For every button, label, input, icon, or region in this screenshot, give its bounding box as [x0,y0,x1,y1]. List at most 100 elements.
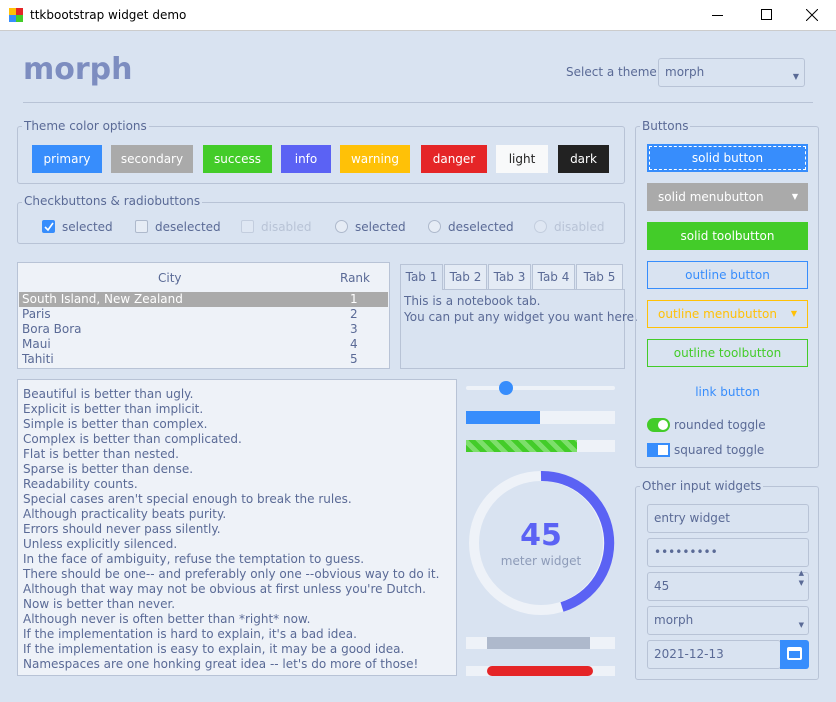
frame-label: Checkbuttons & radiobuttons [22,194,203,208]
color-button[interactable]: dark [558,145,609,173]
text-line: Errors should never pass silently. [23,522,221,536]
table-cell[interactable]: Bora Bora [22,322,82,336]
table-cell[interactable]: 3 [350,322,358,336]
table-cell[interactable]: 4 [350,337,358,351]
solid-toolbutton[interactable]: solid toolbutton [647,222,808,250]
radio [534,220,547,233]
theme-label: Select a theme: [566,65,661,79]
window-title: ttkbootstrap widget demo [30,8,187,22]
table-cell[interactable]: Maui [22,337,51,351]
separator [23,102,813,103]
notebook-text: You can put any widget you want here. [404,310,638,324]
app-icon [9,8,23,22]
frame-label: Buttons [640,119,691,133]
radio[interactable] [335,220,348,233]
entry[interactable]: entry widget [647,504,809,533]
outline-toolbutton[interactable]: outline toolbutton [647,339,808,367]
checkbox[interactable] [42,220,55,233]
tab[interactable]: Tab 5 [576,264,623,290]
selected-row[interactable] [19,292,388,307]
theme-frame [17,126,625,184]
text-line: Special cases aren't special enough to b… [23,492,352,506]
tab[interactable]: Tab 1 [400,264,443,290]
text-line: Simple is better than complex. [23,417,208,431]
check-label: selected [62,220,113,234]
check-label: selected [355,220,406,234]
frame-label: Other input widgets [640,479,764,493]
calendar-button[interactable] [780,640,809,669]
rounded-toggle[interactable] [647,418,670,432]
table-cell[interactable]: 5 [350,352,358,366]
table-cell[interactable]: South Island, New Zealand [22,292,183,306]
checkbox[interactable] [135,220,148,233]
meter [469,470,615,615]
check-label: disabled [554,220,605,234]
close[interactable] [806,9,818,21]
color-button[interactable]: info [281,145,331,173]
radio[interactable] [428,220,441,233]
color-button[interactable]: secondary [111,145,193,173]
meter-label: meter widget [500,554,582,568]
table: City Rank South Island, New Zealand 1 Paris 2… [17,262,390,369]
table-cell[interactable]: 2 [350,307,358,321]
frame-label: Theme color options [22,119,149,133]
title-bar: ttkbootstrap widget demo [0,0,836,31]
scrollbar[interactable] [466,637,615,649]
color-button[interactable]: danger [421,145,487,173]
text-line: In the face of ambiguity, refuse the tem… [23,552,365,566]
button-text: solid menubutton [658,190,764,204]
solid-menubutton[interactable]: solid menubutton ▼ [647,183,808,211]
table-header: Rank [340,271,370,285]
color-button[interactable]: warning [340,145,410,173]
text-line: Explicit is better than implicit. [23,402,204,416]
text-line: If the implementation is easy to explain… [23,642,405,656]
notebook-text: This is a notebook tab. [404,294,541,308]
spinbox[interactable]: 45 ▲ ▼ [647,569,809,601]
spinbox-value: 45 [654,579,670,593]
text-line: Namespaces are one honking great idea --… [23,657,419,671]
maximize[interactable] [761,9,772,20]
text-line: Beautiful is better than ugly. [23,387,194,401]
squared-toggle[interactable] [647,443,670,457]
table-cell[interactable]: Paris [22,307,51,321]
heading: morph [23,52,133,87]
buttons-frame [635,126,819,468]
text-line: Unless explicitly silenced. [23,537,178,551]
color-button[interactable]: success [203,145,272,173]
text-box[interactable]: Beautiful is better than ugly. Explicit i… [17,379,457,676]
table-cell[interactable]: 1 [350,292,358,306]
slider-track [466,386,615,390]
outline-menubutton[interactable]: outline menubutton ▼ [647,300,808,328]
table-header: City [158,271,182,285]
text-line: Although never is often better than *rig… [23,612,311,626]
date-entry[interactable]: 2021-12-13 [647,640,781,669]
checkbox [241,220,254,233]
theme-combobox[interactable]: morph ▼ [658,58,805,87]
color-button[interactable]: light [496,145,548,173]
password-entry[interactable]: ••••••••• [647,538,809,567]
tab[interactable]: Tab 2 [444,264,487,290]
tab[interactable]: Tab 3 [488,264,531,290]
outline-button[interactable]: outline button [647,261,808,289]
combobox[interactable]: morph ▼ [647,606,809,635]
text-line: Readability counts. [23,477,138,491]
link-button[interactable]: link button [695,385,760,399]
minimize[interactable] [712,15,723,16]
table-cell[interactable]: Tahiti [22,352,54,366]
check-label: deselected [155,220,221,234]
toggle-label: rounded toggle [674,418,766,432]
danger-scrollbar[interactable] [466,666,615,676]
check-frame [17,202,625,244]
text-line: There should be one-- and preferably onl… [23,567,440,581]
meter-value: 45 [520,518,562,553]
combobox-value: morph [654,613,694,627]
theme-value: morph [665,65,705,79]
slider-handle[interactable] [499,381,513,395]
tab[interactable]: Tab 4 [532,264,575,290]
text-line: Complex is better than complicated. [23,432,242,446]
toggle-label: squared toggle [674,443,765,457]
solid-button[interactable]: solid button [647,144,808,172]
color-button[interactable]: primary [32,145,102,173]
text-line: Flat is better than nested. [23,447,179,461]
text-line: Now is better than never. [23,597,176,611]
